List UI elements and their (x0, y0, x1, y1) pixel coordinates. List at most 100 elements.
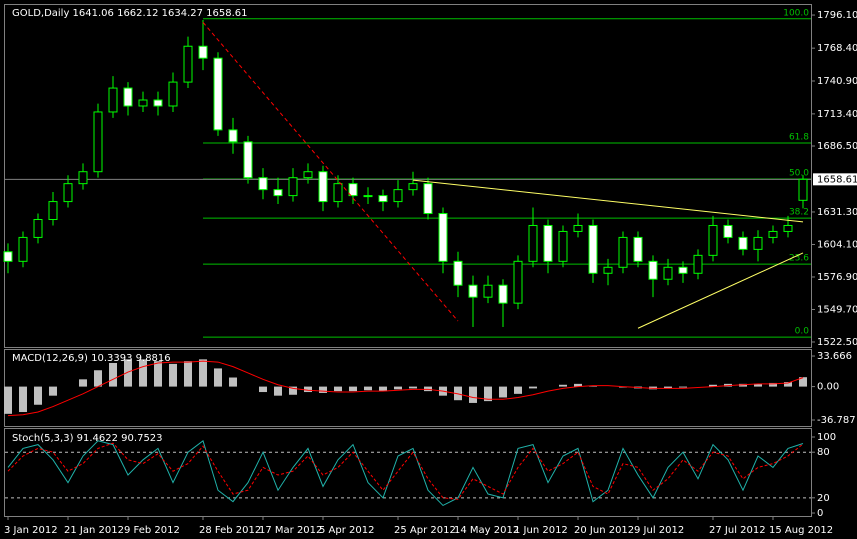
last-price-label: 1658.61 (817, 174, 857, 185)
macd-bar (4, 386, 12, 414)
candle-body (753, 236, 763, 250)
candle-body (798, 178, 808, 201)
macd-bar (49, 386, 57, 396)
macd-bar (514, 386, 522, 394)
trend-line (202, 22, 459, 322)
macd-bar (364, 386, 372, 391)
candle-body (708, 224, 718, 256)
macd-bar (289, 386, 297, 395)
macd-bar (34, 386, 42, 405)
candle-body (258, 177, 268, 191)
candle-body (318, 171, 328, 203)
y-tick-label: 1604.10 (817, 239, 857, 250)
macd-bar (379, 386, 387, 392)
macd-bar (574, 383, 582, 387)
candle-body (528, 224, 538, 262)
macd-bar (124, 359, 132, 387)
y-tick-label: 80 (817, 447, 830, 458)
macd-bar (394, 386, 402, 390)
candle-body (273, 189, 283, 197)
y-tick-label: 1686.50 (817, 141, 857, 152)
candle-body (513, 260, 523, 304)
x-tick-label: 1 Jun 2012 (514, 525, 568, 536)
candle-body (618, 236, 628, 268)
price-panel (4, 4, 812, 348)
last-price-box (813, 173, 857, 186)
x-tick-label: 25 Apr 2012 (394, 525, 456, 536)
candle-body (468, 284, 478, 298)
x-tick-label: 14 May 2012 (454, 525, 519, 536)
macd-title: MACD(12,26,9) 10.3393 9.8816 (12, 353, 171, 364)
candle-body (723, 224, 733, 238)
candle-body (588, 224, 598, 274)
candle-body (693, 254, 703, 274)
y-tick-label: -36.787 (817, 415, 856, 426)
stoch-title: Stoch(5,3,3) 91.4622 90.7523 (12, 433, 163, 444)
macd-bar (679, 386, 687, 388)
macd-bar (19, 386, 27, 413)
candle-body (333, 183, 343, 203)
candle-body (18, 236, 28, 262)
macd-bar (229, 377, 237, 387)
candle-body (438, 213, 448, 262)
y-tick-label: 1576.90 (817, 272, 857, 283)
macd-bar (139, 359, 147, 387)
candle-body (453, 260, 463, 286)
fib-label: 38.2 (789, 208, 809, 218)
chart-title: GOLD,Daily 1641.06 1662.12 1634.27 1658.… (12, 8, 248, 19)
macd-bar (94, 370, 102, 387)
x-tick-label: 9 Jul 2012 (634, 525, 684, 536)
candle-body (768, 230, 778, 238)
macd-bar (274, 386, 282, 396)
macd-bar (169, 363, 177, 387)
y-tick-label: 100 (817, 432, 836, 443)
x-tick-label: 9 Feb 2012 (124, 525, 180, 536)
macd-bar (784, 382, 792, 387)
candle-body (108, 87, 118, 113)
x-tick-label: 3 Jan 2012 (4, 525, 58, 536)
candle-body (303, 171, 313, 179)
macd-bar (199, 359, 207, 387)
candle-body (213, 57, 223, 131)
candle-body (633, 236, 643, 262)
candle-body (423, 183, 433, 215)
macd-bar (769, 382, 777, 387)
candle-body (498, 284, 508, 304)
fib-label: 61.8 (789, 133, 809, 143)
trend-line (637, 252, 804, 329)
macd-bar (79, 379, 87, 387)
candle-body (408, 183, 418, 191)
macd-bar (334, 386, 342, 392)
candle-body (243, 141, 253, 179)
candle-body (363, 195, 373, 198)
macd-bar (184, 361, 192, 387)
x-tick-label: 27 Jul 2012 (709, 525, 766, 536)
x-tick-label: 28 Feb 2012 (199, 525, 261, 536)
fib-label: 100.0 (783, 8, 809, 18)
x-tick-label: 17 Mar 2012 (259, 525, 322, 536)
macd-bar (409, 386, 417, 389)
candle-body (48, 201, 58, 221)
macd-bar (304, 386, 312, 393)
stoch-signal (7, 442, 804, 500)
macd-bar (664, 386, 672, 389)
candle-body (123, 87, 133, 107)
y-tick-label: 1796.10 (817, 10, 857, 21)
candle-body (228, 129, 238, 143)
x-tick-label: 15 Aug 2012 (769, 525, 833, 536)
macd-bar (154, 361, 162, 387)
y-tick-label: 0.00 (817, 382, 839, 393)
y-tick-label: 1549.70 (817, 304, 857, 315)
y-tick-label: 1768.40 (817, 43, 857, 54)
macd-bar (484, 386, 492, 402)
y-tick-label: 20 (817, 493, 830, 504)
macd-bar (529, 386, 537, 389)
macd-signal (7, 360, 804, 417)
candle-body (168, 81, 178, 107)
fib-label: 23.6 (789, 254, 809, 264)
stoch-main (7, 439, 804, 507)
y-tick-label: 1740.90 (817, 76, 857, 87)
candle-body (288, 177, 298, 197)
y-tick-label: 1522.50 (817, 337, 857, 348)
macd-bar (499, 386, 507, 398)
